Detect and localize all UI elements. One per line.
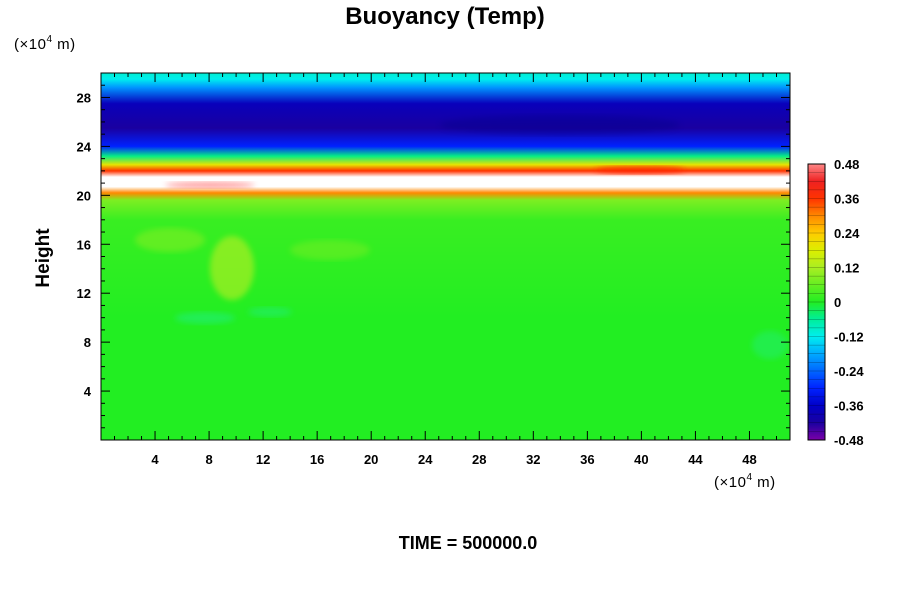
colorbar-tick-label: 0.12 <box>834 261 859 276</box>
colorbar-tick-label: 0 <box>834 295 841 310</box>
colorbar-tick-label: -0.24 <box>834 364 864 379</box>
hot-streak <box>595 166 685 174</box>
x-tick-label: 36 <box>580 452 594 467</box>
warm-patch <box>135 228 205 252</box>
y-axis-label: Height <box>33 228 54 288</box>
cool-patch <box>752 331 788 359</box>
cool-patch <box>248 307 292 317</box>
chart-title: Buoyancy (Temp) <box>345 3 545 30</box>
hot-streak <box>165 182 255 188</box>
time-label: TIME = 500000.0 <box>399 533 538 553</box>
warm-patch <box>290 240 370 260</box>
y-tick-label: 16 <box>77 237 91 252</box>
colorbar-tick-label: -0.36 <box>834 399 864 414</box>
y-axis-unit: (×104 m) <box>14 34 76 53</box>
x-axis-ticks: 4 8 12 16 20 24 28 32 36 40 44 48 <box>114 73 777 467</box>
y-tick-label: 28 <box>77 90 91 105</box>
colorbar-level-lines <box>808 163 825 441</box>
x-tick-label: 44 <box>688 452 703 467</box>
y-tick-label: 12 <box>77 286 91 301</box>
colorbar-frame <box>807 163 826 441</box>
x-tick-label: 28 <box>472 452 486 467</box>
y-tick-label: 8 <box>84 335 91 350</box>
x-tick-label: 12 <box>256 452 270 467</box>
y-tick-label: 24 <box>77 139 92 154</box>
cool-patch <box>175 312 235 324</box>
y-tick-label: 4 <box>84 384 92 399</box>
x-tick-label: 16 <box>310 452 324 467</box>
cold-core <box>440 115 680 135</box>
buoyancy-field <box>101 73 790 440</box>
y-tick-label: 20 <box>77 188 91 203</box>
x-axis-unit: (×104 m) <box>714 472 776 491</box>
colorbar-labels: 0.48 0.36 0.24 0.12 0 -0.12 -0.24 -0.36 -0.48 <box>834 157 864 448</box>
colorbar-tick-label: -0.48 <box>834 433 864 448</box>
colorbar: 0.48 0.36 0.24 0.12 0 -0.12 -0.24 -0.36 -0.48 <box>807 157 864 448</box>
x-tick-label: 32 <box>526 452 540 467</box>
colorbar-tick-label: -0.12 <box>834 330 864 345</box>
x-tick-label: 40 <box>634 452 648 467</box>
x-tick-label: 8 <box>205 452 212 467</box>
colorbar-tick-label: 0.24 <box>834 226 860 241</box>
warm-patch <box>210 236 254 300</box>
colorbar-tick-label: 0.48 <box>834 157 859 172</box>
field-features <box>135 115 788 359</box>
x-tick-label: 4 <box>151 452 159 467</box>
y-axis-ticks: 4 8 12 16 20 24 28 <box>77 84 790 429</box>
colorbar-tick-label: 0.36 <box>834 192 859 207</box>
x-tick-label: 24 <box>418 452 433 467</box>
x-tick-label: 48 <box>742 452 756 467</box>
x-tick-label: 20 <box>364 452 378 467</box>
